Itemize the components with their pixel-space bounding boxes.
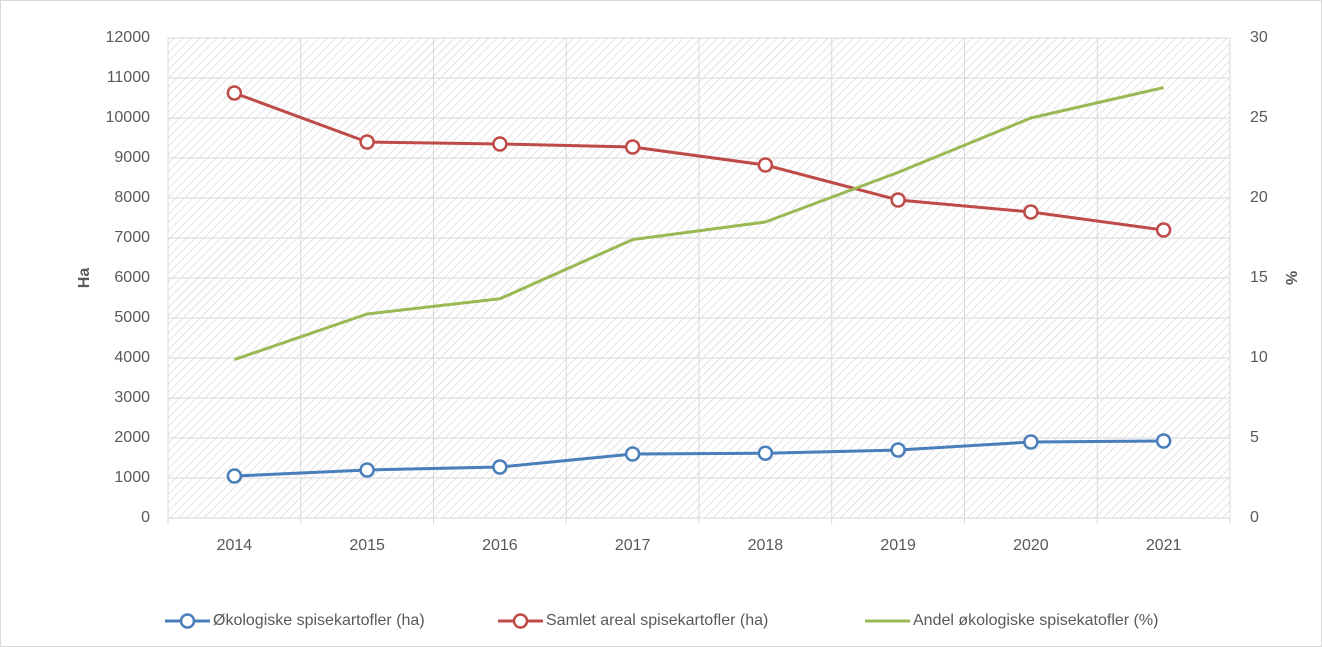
x-tick-label: 2019 bbox=[880, 537, 916, 554]
series-marker bbox=[1155, 222, 1172, 238]
x-tick-label: 2015 bbox=[349, 537, 385, 554]
x-tick-label: 2020 bbox=[1013, 537, 1049, 554]
y-tick-label: 12000 bbox=[106, 29, 151, 46]
y2-tick-label: 5 bbox=[1250, 429, 1259, 446]
series-marker bbox=[359, 134, 375, 150]
y-tick-label: 11000 bbox=[107, 69, 150, 86]
series-marker bbox=[890, 442, 906, 458]
y-tick-label: 4000 bbox=[114, 349, 150, 366]
y-axis-label: Ha bbox=[76, 268, 93, 289]
series-marker bbox=[492, 136, 508, 152]
series-marker bbox=[624, 139, 641, 155]
y-tick-label: 8000 bbox=[114, 189, 150, 206]
series-marker bbox=[1155, 433, 1172, 449]
y2-tick-label: 20 bbox=[1250, 189, 1268, 206]
y2-tick-label: 25 bbox=[1250, 109, 1268, 126]
legend-marker bbox=[179, 613, 196, 629]
series-marker bbox=[757, 157, 774, 173]
series-marker bbox=[1023, 204, 1039, 220]
series-marker bbox=[890, 192, 906, 208]
x-tick-label: 2018 bbox=[748, 537, 784, 554]
x-tick-label: 2017 bbox=[615, 537, 651, 554]
series-line bbox=[234, 439, 1164, 478]
legend-marker bbox=[512, 613, 529, 629]
legend-label: Samlet areal spisekartofler (ha) bbox=[546, 612, 768, 629]
y-tick-label: 3000 bbox=[114, 389, 150, 406]
legend-label: Økologiske spisekartofler (ha) bbox=[213, 612, 425, 629]
series-marker bbox=[1023, 434, 1039, 450]
y-tick-label: 5000 bbox=[114, 309, 150, 326]
series-line bbox=[233, 91, 1164, 232]
y-tick-label: 2000 bbox=[114, 429, 150, 446]
series-marker bbox=[359, 462, 375, 478]
x-tick-label: 2021 bbox=[1146, 537, 1182, 554]
y2-axis-label: % bbox=[1282, 271, 1299, 285]
series-marker bbox=[624, 446, 641, 462]
series-marker bbox=[757, 445, 774, 461]
y2-tick-label: 30 bbox=[1250, 29, 1268, 46]
y-tick-label: 6000 bbox=[114, 269, 150, 286]
legend-label: Andel økologiske spisekatofler (%) bbox=[913, 612, 1158, 629]
series-line bbox=[233, 86, 1164, 362]
y-tick-label: 10000 bbox=[106, 109, 151, 126]
x-tick-label: 2016 bbox=[482, 537, 518, 554]
series-marker bbox=[226, 468, 243, 484]
y-tick-label: 9000 bbox=[114, 149, 150, 166]
x-tick-label: 2014 bbox=[217, 537, 253, 554]
y-tick-label: 0 bbox=[141, 509, 150, 526]
y-tick-label: 7000 bbox=[114, 229, 150, 246]
y2-tick-label: 0 bbox=[1250, 509, 1259, 526]
y2-tick-label: 15 bbox=[1250, 269, 1268, 286]
series-marker bbox=[492, 459, 508, 475]
y2-tick-label: 10 bbox=[1250, 349, 1268, 366]
series-marker bbox=[226, 85, 243, 101]
y-tick-label: 1000 bbox=[114, 469, 150, 486]
